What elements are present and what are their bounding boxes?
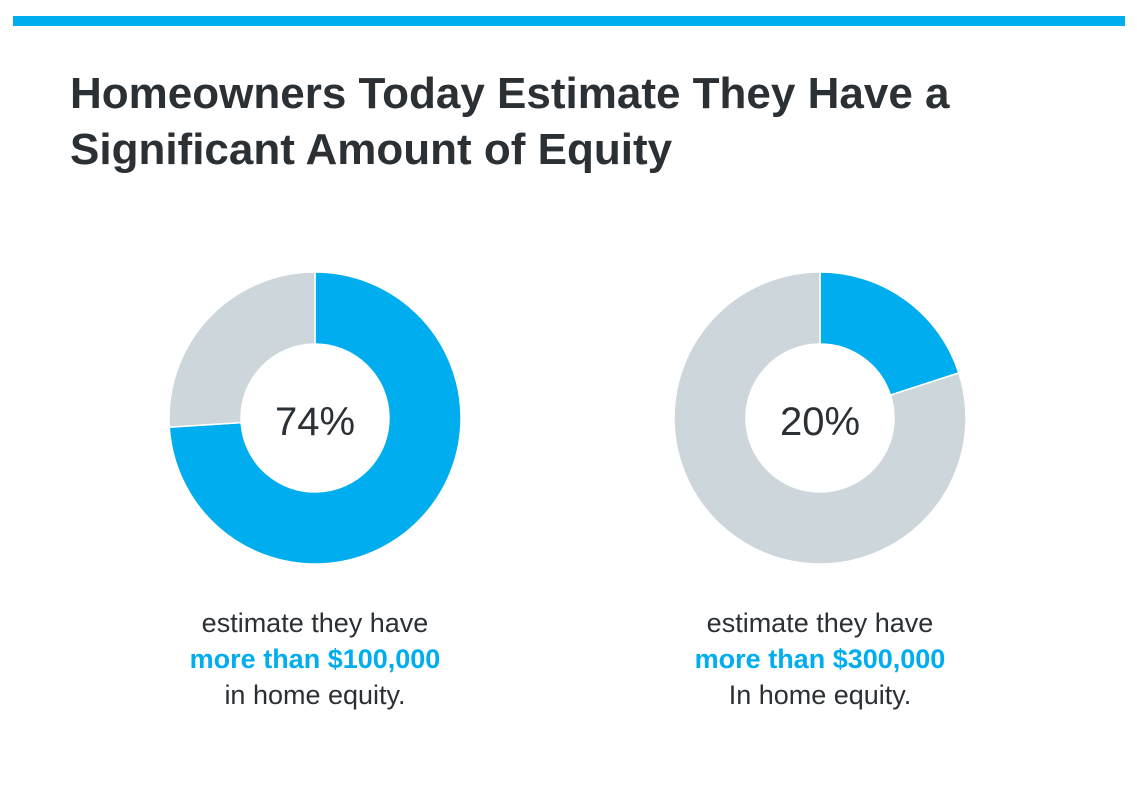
caption-2-line3: In home equity.	[728, 680, 912, 710]
caption-1-line1: estimate they have	[201, 608, 429, 638]
donut-2-slice-2	[673, 271, 967, 565]
caption-2: estimate they have more than $300,000 In…	[620, 605, 1020, 713]
top-accent-bar	[13, 16, 1125, 26]
donut-chart-2-center-label: 20%	[779, 400, 861, 444]
donut-chart-1-svg	[168, 271, 462, 565]
donut-2-slice-1	[819, 271, 960, 397]
donut-chart-2: 20%	[670, 268, 970, 568]
donut-1-slice-2	[168, 271, 316, 428]
page-title: Homeowners Today Estimate They Have a Si…	[70, 69, 950, 174]
donut-1-slice-1	[168, 271, 462, 565]
caption-2-line1: estimate they have	[706, 608, 934, 638]
donut-chart-2-svg	[673, 271, 967, 565]
donut-chart-1-center-label: 74%	[274, 400, 356, 444]
caption-1-line3: in home equity.	[224, 680, 406, 710]
caption-2-highlight: more than $300,000	[694, 644, 946, 674]
caption-1-highlight: more than $100,000	[189, 644, 441, 674]
caption-1: estimate they have more than $100,000 in…	[115, 605, 515, 713]
donut-chart-1: 74%	[165, 268, 465, 568]
